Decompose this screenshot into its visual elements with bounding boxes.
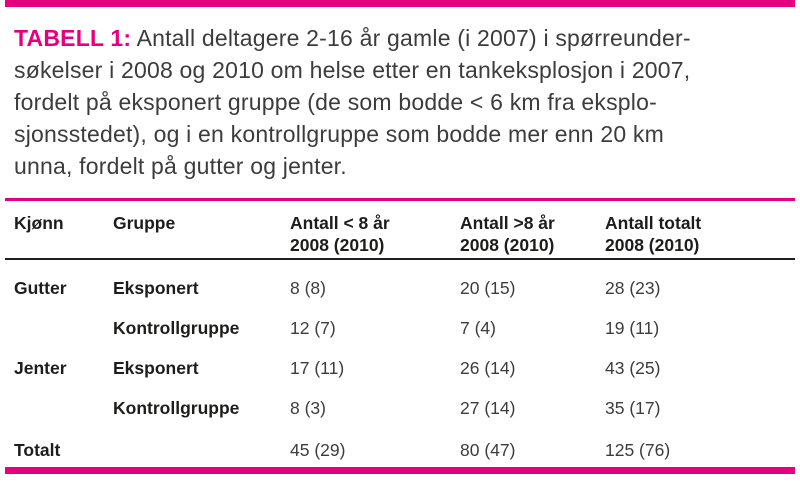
bottom-accent-bar (5, 467, 795, 474)
column-header-gruppe: Gruppe (113, 212, 290, 256)
cell-under-8: 17 (11) (290, 357, 345, 378)
cell-totalt: 35 (17) (605, 397, 661, 418)
cell-gruppe: Eksponert (113, 277, 199, 298)
table-row-total: Totalt 45 (29) 80 (47) 125 (76) (0, 430, 795, 470)
caption-divider (5, 198, 795, 201)
cell-kjonn: Gutter (14, 277, 67, 298)
cell-over-8: 7 (4) (460, 317, 496, 338)
column-header-line: Antall >8 år (460, 213, 555, 233)
table-row: Gutter Eksponert 8 (8) 20 (15) 28 (23) (0, 268, 795, 308)
cell-over-8: 20 (15) (460, 277, 516, 298)
table-caption-label: TABELL 1: (14, 25, 132, 51)
cell-under-8: 8 (3) (290, 397, 326, 418)
cell-gruppe: Kontrollgruppe (113, 397, 240, 418)
cell-totalt: 43 (25) (605, 357, 661, 378)
column-header-kjonn: Kjønn (14, 212, 113, 256)
table-caption: TABELL 1: Antall deltagere 2-16 år gamle… (14, 22, 790, 182)
cell-over-8: 27 (14) (460, 397, 516, 418)
header-divider (5, 258, 795, 260)
column-header-totalt: Antall totalt 2008 (2010) (605, 212, 795, 256)
cell-totalt: 28 (23) (605, 277, 661, 298)
cell-kjonn: Totalt (14, 439, 61, 460)
table-row: Jenter Eksponert 17 (11) 26 (14) 43 (25) (0, 348, 795, 388)
caption-line: fordelt på eksponert gruppe (de som bodd… (14, 89, 657, 115)
column-header-line: 2008 (2010) (460, 235, 555, 255)
column-header-line: Antall < 8 år (290, 213, 390, 233)
cell-totalt: 125 (76) (605, 439, 671, 460)
caption-line: unna, fordelt på gutter og jenter. (14, 153, 347, 179)
caption-line: søkelser i 2008 og 2010 om helse etter e… (14, 57, 691, 83)
column-header-line: Antall totalt (605, 213, 702, 233)
cell-gruppe: Kontrollgruppe (113, 317, 240, 338)
column-header-line: Gruppe (113, 213, 176, 233)
table-row: Kontrollgruppe 8 (3) 27 (14) 35 (17) (0, 388, 795, 428)
cell-under-8: 8 (8) (290, 277, 326, 298)
column-header-line: 2008 (2010) (605, 235, 700, 255)
column-header-line: 2008 (2010) (290, 235, 385, 255)
column-header-line: Kjønn (14, 213, 64, 233)
cell-gruppe: Eksponert (113, 357, 199, 378)
cell-kjonn: Jenter (14, 357, 67, 378)
cell-over-8: 80 (47) (460, 439, 516, 460)
column-header-over-8: Antall >8 år 2008 (2010) (460, 212, 605, 256)
cell-under-8: 45 (29) (290, 439, 346, 460)
table-row: Kontrollgruppe 12 (7) 7 (4) 19 (11) (0, 308, 795, 348)
table-header-row: Kjønn Gruppe Antall < 8 år 2008 (2010) A… (0, 212, 795, 256)
cell-over-8: 26 (14) (460, 357, 516, 378)
caption-line: TABELL 1: Antall deltagere 2-16 år gamle… (14, 22, 790, 54)
column-header-under-8: Antall < 8 år 2008 (2010) (290, 212, 460, 256)
caption-line: sjonsstedet), og i en kontrollgruppe som… (14, 121, 664, 147)
caption-text: Antall deltagere 2-16 år gamle (i 2007) … (136, 25, 691, 51)
cell-under-8: 12 (7) (290, 317, 336, 338)
cell-totalt: 19 (11) (605, 317, 660, 338)
top-accent-bar (5, 0, 795, 7)
